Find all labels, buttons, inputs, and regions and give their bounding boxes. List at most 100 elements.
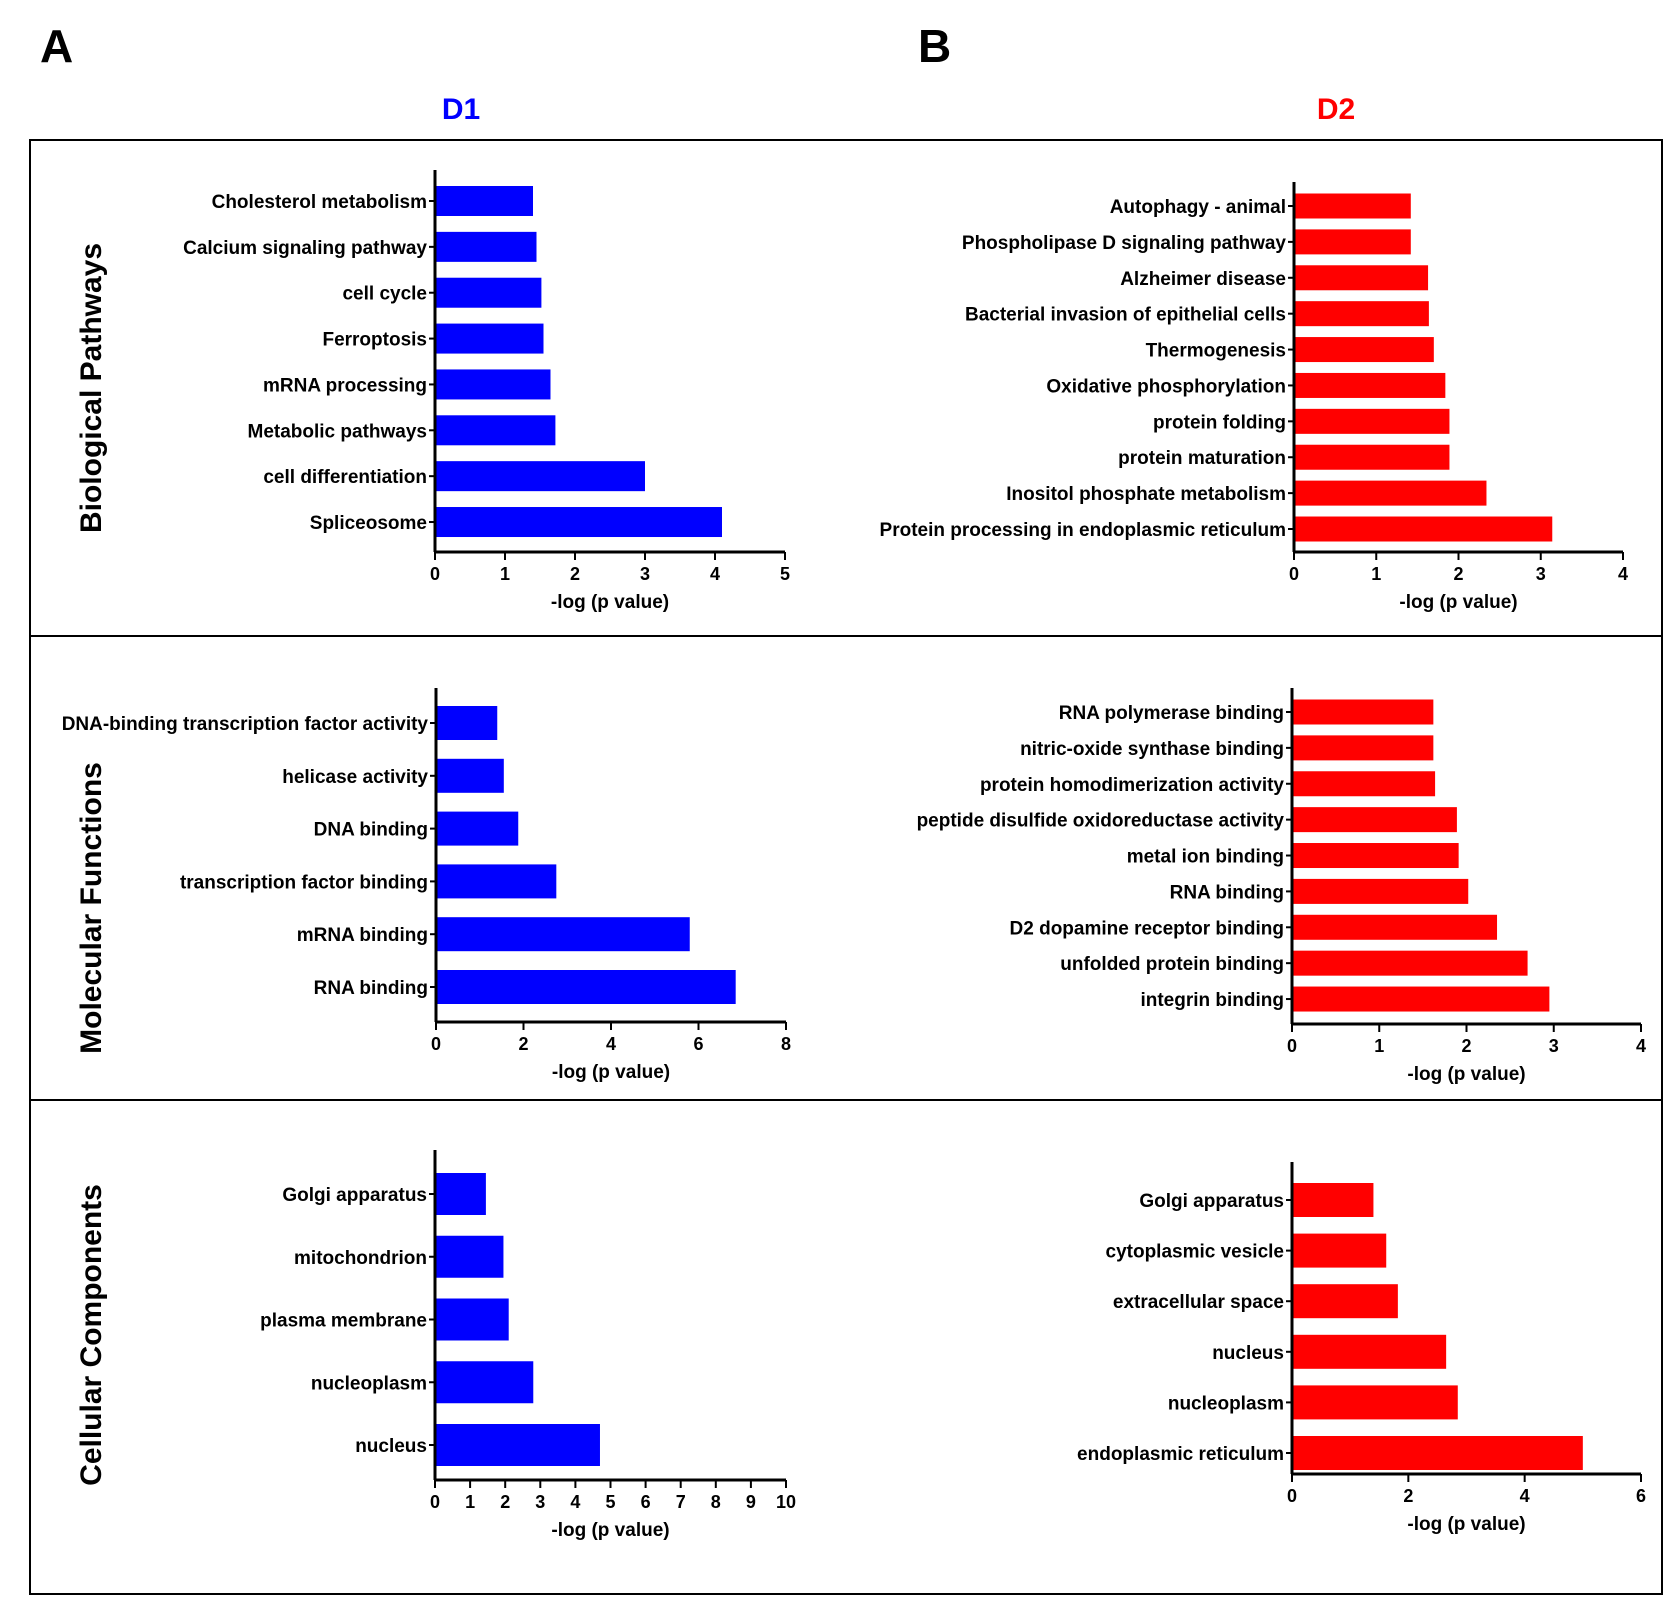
- x-tick-label: 5: [780, 564, 790, 584]
- category-label: Golgi apparatus: [282, 1185, 427, 1206]
- category-label: metal ion binding: [1127, 847, 1284, 868]
- x-tick-label: 0: [1287, 1486, 1297, 1506]
- bar: [436, 706, 498, 740]
- category-label: RNA binding: [1170, 882, 1284, 903]
- bar: [1292, 843, 1459, 869]
- category-label: Protein processing in endoplasmic reticu…: [880, 520, 1286, 541]
- bar: [1294, 193, 1411, 219]
- category-label: nitric-oxide synthase binding: [1020, 739, 1284, 760]
- bar: [1294, 372, 1446, 398]
- bar: [435, 1235, 504, 1278]
- category-label: mRNA binding: [297, 925, 428, 946]
- x-tick-label: 1: [465, 1492, 475, 1512]
- category-label: nucleoplasm: [311, 1373, 427, 1394]
- category-label: Cholesterol metabolism: [212, 192, 427, 213]
- category-label: unfolded protein binding: [1060, 954, 1284, 975]
- chart-d1-molecular-functions: DNA-binding transcription factor activit…: [62, 688, 791, 1083]
- row-title-cellular-components: Cellular Components: [75, 1184, 108, 1486]
- category-label: cell differentiation: [263, 467, 427, 488]
- category-label: RNA binding: [314, 978, 428, 999]
- bar: [1292, 699, 1434, 725]
- panel-letter-b: B: [918, 20, 951, 72]
- category-label: cytoplasmic vesicle: [1106, 1242, 1285, 1263]
- x-tick-label: 6: [1636, 1486, 1646, 1506]
- category-label: extracellular space: [1113, 1292, 1284, 1313]
- bar: [435, 186, 533, 216]
- bar: [1294, 480, 1487, 506]
- bar: [435, 369, 551, 400]
- bar: [436, 758, 504, 793]
- x-tick-label: 2: [1453, 564, 1463, 584]
- category-label: DNA-binding transcription factor activit…: [62, 714, 429, 735]
- bar: [1294, 265, 1429, 291]
- x-tick-label: 8: [781, 1034, 791, 1054]
- bar: [435, 231, 537, 262]
- x-tick-label: 10: [776, 1492, 796, 1512]
- x-axis-title: -log (p value): [551, 592, 669, 613]
- x-tick-label: 3: [640, 564, 650, 584]
- row-title-molecular-functions: Molecular Functions: [75, 762, 108, 1054]
- bar: [1292, 1334, 1447, 1369]
- x-tick-label: 3: [1536, 564, 1546, 584]
- bar: [1292, 807, 1457, 833]
- category-label: Thermogenesis: [1146, 341, 1286, 362]
- x-tick-label: 4: [1618, 564, 1628, 584]
- category-label: Ferroptosis: [322, 330, 427, 351]
- category-label: nucleus: [1212, 1343, 1284, 1364]
- x-tick-label: 0: [1287, 1036, 1297, 1056]
- bar: [1294, 516, 1553, 542]
- category-label: nucleoplasm: [1168, 1393, 1284, 1414]
- bar: [1292, 1284, 1398, 1319]
- x-tick-label: 3: [1549, 1036, 1559, 1056]
- bar: [1292, 735, 1434, 761]
- bar: [1294, 301, 1429, 327]
- x-tick-label: 1: [500, 564, 510, 584]
- x-tick-label: 1: [1374, 1036, 1384, 1056]
- category-label: Alzheimer disease: [1120, 269, 1286, 290]
- column-title-d1: D1: [442, 93, 480, 126]
- x-tick-label: 1: [1371, 564, 1381, 584]
- bar: [436, 970, 736, 1004]
- x-tick-label: 3: [535, 1492, 545, 1512]
- category-label: nucleus: [355, 1436, 427, 1457]
- bar: [435, 323, 544, 354]
- x-axis-title: -log (p value): [1407, 1064, 1525, 1085]
- category-label: protein folding: [1153, 412, 1286, 433]
- x-tick-label: 0: [1289, 564, 1299, 584]
- category-label: Inositol phosphate metabolism: [1006, 484, 1286, 505]
- bar: [435, 1298, 509, 1341]
- x-tick-label: 2: [518, 1034, 528, 1054]
- x-tick-label: 4: [606, 1034, 616, 1054]
- category-label: integrin binding: [1140, 990, 1284, 1011]
- bar: [1292, 878, 1469, 904]
- x-axis-title: -log (p value): [1407, 1514, 1525, 1535]
- bar: [435, 1424, 600, 1466]
- bar: [436, 811, 519, 846]
- chart-d2-cellular-components: Golgi apparatus cytoplasmic vesicle extrac…: [1077, 1162, 1646, 1535]
- bar: [1292, 1385, 1458, 1420]
- category-label: endoplasmic reticulum: [1077, 1444, 1284, 1465]
- category-label: RNA polymerase binding: [1059, 703, 1284, 724]
- x-tick-label: 0: [430, 564, 440, 584]
- bar: [1292, 914, 1498, 940]
- x-tick-label: 4: [570, 1492, 580, 1512]
- x-axis-title: -log (p value): [552, 1062, 670, 1083]
- category-label: peptide disulfide oxidoreductase activit…: [917, 811, 1285, 832]
- x-tick-label: 6: [693, 1034, 703, 1054]
- bar: [1292, 1436, 1583, 1470]
- bar: [436, 917, 690, 952]
- category-label: mRNA processing: [263, 375, 427, 396]
- x-axis-title: -log (p value): [551, 1520, 669, 1541]
- x-tick-label: 7: [676, 1492, 686, 1512]
- category-label: plasma membrane: [260, 1311, 427, 1332]
- chart-d2-molecular-functions: RNA polymerase binding nitric-oxide synth…: [917, 688, 1646, 1085]
- column-title-d2: D2: [1317, 93, 1355, 126]
- panel-letter-a: A: [40, 20, 73, 72]
- category-label: Spliceosome: [310, 513, 427, 534]
- bar: [1292, 950, 1528, 976]
- row-title-biological-pathways: Biological Pathways: [75, 243, 108, 533]
- bar: [1294, 408, 1450, 434]
- bar: [435, 1173, 486, 1215]
- category-label: Metabolic pathways: [248, 421, 428, 442]
